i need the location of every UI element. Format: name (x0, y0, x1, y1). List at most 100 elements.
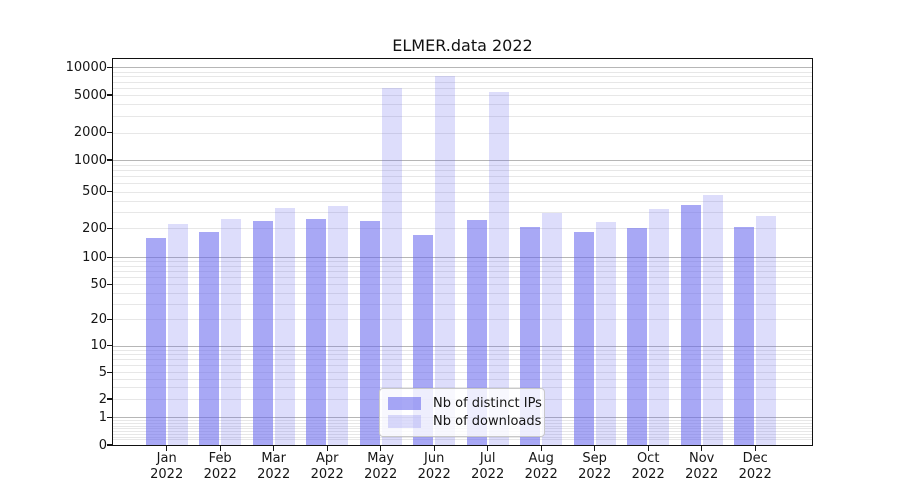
y-tick-mark (107, 256, 112, 258)
bar-distinct_ips-apr (306, 218, 327, 445)
gridline-minor (113, 354, 812, 356)
gridline-minor (113, 439, 812, 441)
gridline-minor (113, 104, 812, 106)
bar-downloads-mar (274, 208, 295, 445)
bar-distinct_ips-sep (573, 231, 594, 445)
legend-label-downloads: Nb of downloads (433, 414, 542, 430)
y-tick-label: 0 (98, 437, 107, 453)
y-tick-mark (107, 159, 112, 161)
x-tick-label: Sep 2022 (578, 451, 612, 482)
gridline-minor (113, 170, 812, 172)
gridline-minor (113, 266, 812, 268)
y-tick-mark (107, 191, 112, 193)
x-tick-mark (487, 446, 489, 452)
bar-downloads-dec (756, 216, 777, 445)
x-tick-label: Jan 2022 (150, 451, 184, 482)
axis-spine (111, 57, 814, 59)
gridline-minor (113, 132, 812, 134)
bar-downloads-feb (221, 219, 242, 445)
x-tick-mark (219, 446, 221, 452)
bar-distinct_ips-may (359, 221, 380, 445)
y-tick-label: 10 (90, 338, 107, 354)
gridline-minor (113, 319, 812, 321)
gridline-minor (113, 365, 812, 367)
x-tick-label: Nov 2022 (685, 451, 719, 482)
y-tick-label: 50 (90, 276, 107, 292)
bar-downloads-aug (542, 213, 563, 445)
bar-downloads-jul (488, 91, 509, 445)
x-tick-label: Feb 2022 (203, 451, 237, 482)
y-tick-label: 500 (82, 184, 107, 200)
bar-distinct_ips-jan (145, 237, 166, 445)
gridline-minor (113, 95, 812, 96)
x-tick-mark (647, 446, 649, 452)
gridline-major (113, 345, 812, 347)
x-tick-mark (540, 446, 542, 452)
bar-distinct_ips-oct (627, 228, 648, 445)
y-tick-mark (107, 283, 112, 285)
gridline-minor (113, 176, 812, 178)
gridline-minor (113, 200, 812, 202)
y-tick-mark (107, 94, 112, 96)
y-tick-mark (107, 132, 112, 134)
gridline-minor (113, 228, 812, 230)
x-tick-label: Oct 2022 (631, 451, 665, 482)
gridline-minor (113, 292, 812, 294)
plot-area (113, 59, 812, 445)
y-tick-label: 2000 (73, 125, 107, 141)
y-tick-label: 20 (90, 311, 107, 327)
legend-swatch-distinct-ips (388, 396, 421, 410)
chart-title: ELMER.data 2022 (392, 36, 533, 55)
gridline-major (113, 160, 812, 161)
y-tick-mark (107, 66, 112, 68)
x-tick-label: Apr 2022 (310, 451, 344, 482)
bar-downloads-jun (435, 76, 456, 445)
x-tick-mark (701, 446, 703, 452)
bar-downloads-oct (649, 208, 670, 445)
x-tick-label: May 2022 (364, 451, 398, 482)
gridline-minor (113, 81, 812, 83)
x-tick-mark (380, 446, 382, 452)
y-tick-label: 1 (98, 409, 107, 425)
y-tick-label: 5 (98, 364, 107, 380)
axis-spine (111, 445, 814, 447)
bar-downloads-jan (167, 224, 188, 445)
bar-distinct_ips-nov (680, 204, 701, 445)
gridline-minor (113, 87, 812, 89)
gridline-minor (113, 116, 812, 118)
legend-item-downloads: Nb of downloads (388, 413, 541, 432)
gridline-minor (113, 191, 812, 193)
x-tick-label: Dec 2022 (738, 451, 772, 482)
bar-downloads-apr (328, 205, 349, 445)
gridline-minor (113, 378, 812, 380)
gridline-minor (113, 303, 812, 305)
x-tick-label: Jun 2022 (417, 451, 451, 482)
gridline-minor (113, 349, 812, 351)
axis-spine (111, 57, 113, 447)
bar-downloads-sep (595, 221, 616, 445)
gridline-minor (113, 277, 812, 279)
gridline-minor (113, 284, 812, 286)
bar-downloads-nov (702, 194, 723, 445)
x-tick-label: Mar 2022 (257, 451, 291, 482)
y-tick-mark (107, 318, 112, 320)
x-tick-label: Jul 2022 (471, 451, 505, 482)
gridline-minor (113, 271, 812, 273)
gridline-minor (113, 372, 812, 374)
y-tick-label: 100 (82, 249, 107, 265)
gridline-minor (113, 387, 812, 389)
gridline-minor (113, 359, 812, 361)
y-tick-label: 5000 (73, 87, 107, 103)
axis-spine (812, 57, 814, 447)
x-tick-mark (754, 446, 756, 452)
y-tick-mark (107, 345, 112, 347)
gridline-minor (113, 212, 812, 214)
legend-swatch-downloads (388, 415, 421, 429)
bar-distinct_ips-mar (252, 221, 273, 445)
x-tick-mark (326, 446, 328, 452)
gridline-major (113, 67, 812, 69)
y-tick-mark (107, 444, 112, 446)
legend-item-distinct-ips: Nb of distinct IPs (388, 394, 542, 413)
bar-distinct_ips-dec (734, 227, 755, 445)
x-tick-mark (594, 446, 596, 452)
